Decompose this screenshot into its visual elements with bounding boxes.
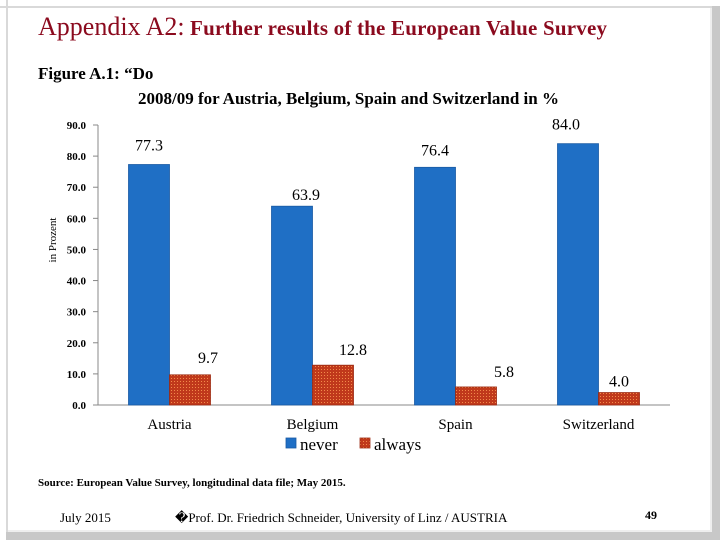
data-label-never-austria: 77.3 <box>135 138 163 155</box>
data-label-always-austria: 9.7 <box>198 350 218 367</box>
bar-never-switzerland <box>557 143 599 406</box>
frame-line-top <box>0 6 714 8</box>
figure-caption-line2: 2008/09 for Austria, Belgium, Spain and … <box>138 89 559 108</box>
figure-caption-line1: Figure A.1: “Do <box>38 64 154 83</box>
bar-always-belgium <box>312 364 354 406</box>
y-tick-label: 30.0 <box>67 307 87 319</box>
x-tick-label-spain: Spain <box>438 417 473 433</box>
y-tick-label: 60.0 <box>67 213 87 225</box>
bar-always-spain <box>455 386 497 406</box>
y-tick-label: 0.0 <box>72 400 86 412</box>
legend-swatch-always <box>359 437 371 449</box>
frame-shadow-right <box>712 6 720 540</box>
frame-inner-bottom <box>8 530 712 532</box>
bar-always-austria <box>169 374 211 406</box>
legend-swatch-never <box>285 437 297 449</box>
bar-never-austria <box>128 164 170 406</box>
bar-always-switzerland <box>598 392 640 406</box>
data-label-never-spain: 76.4 <box>421 142 449 159</box>
bar-never-belgium <box>271 205 313 406</box>
page-number: 49 <box>645 508 657 522</box>
data-label-always-spain: 5.8 <box>494 364 514 381</box>
source-note: Source: European Value Survey, longitudi… <box>38 477 346 489</box>
y-tick-label: 20.0 <box>67 338 87 350</box>
slide-title-sub: Further results of the European Value Su… <box>184 16 608 40</box>
legend-label-never: never <box>300 435 338 454</box>
y-tick-label: 50.0 <box>67 244 87 256</box>
slide-title: Appendix A2: Further results of the Euro… <box>38 12 607 42</box>
footer-author: �Prof. Dr. Friedrich Schneider, Universi… <box>175 510 508 525</box>
y-tick-label: 40.0 <box>67 276 87 288</box>
x-tick-label-belgium: Belgium <box>287 417 339 433</box>
y-tick-label: 10.0 <box>67 369 87 381</box>
data-label-always-belgium: 12.8 <box>339 342 367 359</box>
data-label-always-switzerland: 4.0 <box>609 374 629 391</box>
y-tick-label: 80.0 <box>67 151 87 163</box>
x-tick-label-austria: Austria <box>147 417 192 433</box>
slide-title-main: Appendix A2: <box>38 12 185 41</box>
bar-never-spain <box>414 166 456 406</box>
y-tick-label: 70.0 <box>67 182 87 194</box>
frame-line-left <box>6 0 8 534</box>
legend-label-always: always <box>374 435 421 454</box>
data-label-never-belgium: 63.9 <box>292 187 320 204</box>
y-tick-label: 90.0 <box>67 120 87 132</box>
y-axis-label: in Prozent <box>47 218 59 263</box>
data-label-never-switzerland: 84.0 <box>552 117 580 134</box>
frame-inner-right <box>710 8 712 532</box>
x-tick-label-switzerland: Switzerland <box>563 417 635 433</box>
frame-shadow-bottom <box>6 532 720 540</box>
footer-date: July 2015 <box>60 510 111 525</box>
